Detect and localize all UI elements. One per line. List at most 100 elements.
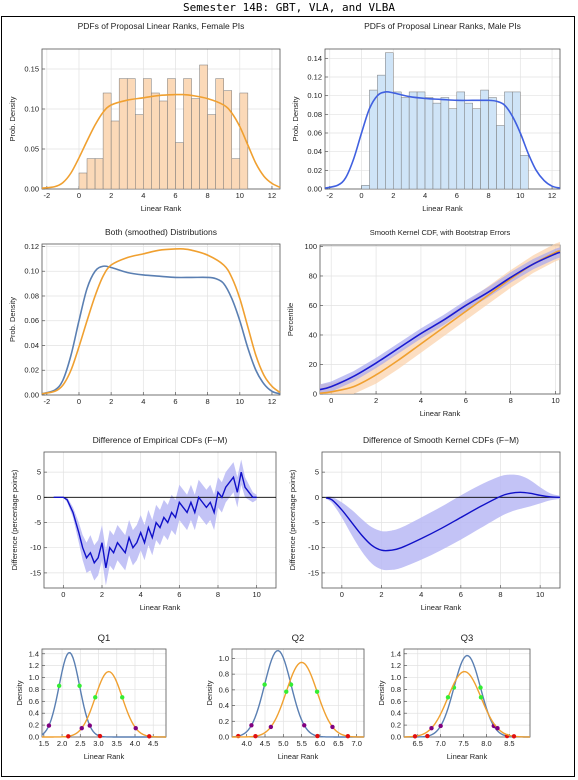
histogram-bar [135,114,144,190]
x-tick-label: 2 [374,396,378,405]
y-tick-label: 0.8 [29,685,39,694]
sigma-2-marker [46,723,52,728]
y-tick-label: 60 [309,301,317,310]
x-tick-label: 4 [419,590,423,599]
y-tick-label: 40 [309,330,317,339]
histogram-bar [199,64,208,190]
y-tick-label: -15 [308,568,319,577]
histogram-bar [167,78,176,190]
x-tick-label: 2 [109,397,113,406]
x-tick-label: 10 [536,590,544,599]
histogram-bar [472,108,481,190]
sigma-2-marker [268,724,274,730]
histogram-bar [393,91,402,190]
y-axis-label: Density [15,680,24,705]
y-tick-label: 0.4 [391,709,401,718]
y-tick-label: 0.00 [307,185,322,194]
x-tick-label: 2 [100,590,104,599]
x-tick-label: 2 [379,590,383,599]
histogram-bar [191,98,200,190]
y-tick-label: 0.8 [391,685,401,694]
y-axis-label: Prob. Density [8,96,17,141]
y-tick-label: 1.2 [391,661,401,670]
chart-title: Smooth Kernel CDF, with Bootstrap Errors [370,228,511,237]
sigma-3-marker [345,733,351,739]
y-axis-label: Percentile [286,303,295,336]
difference-line [53,471,257,568]
histogram-bar [215,78,224,190]
chart-title: PDFs of Proposal Linear Ranks, Male PIs [364,21,521,31]
y-tick-label: 5 [315,468,319,477]
histogram-bar [408,91,418,190]
chart-title: Both (smoothed) Distributions [105,227,217,237]
difference-line [325,491,561,552]
x-tick-label: 6.5 [413,739,423,748]
plot-frame [403,648,531,738]
sigma-2-marker [133,725,138,731]
sigma-3-marker [253,733,258,739]
y-axis-label: Prob. Density [8,297,17,342]
y-tick-label: 0.6 [219,685,229,694]
density-curve [324,90,561,189]
y-tick-label: -5 [312,518,319,527]
histogram-bar [448,108,458,190]
histogram-bar [110,120,120,190]
x-tick-label: 2 [109,191,113,200]
x-tick-label: 8 [216,590,220,599]
x-tick-label: 8 [206,191,210,200]
x-axis-label: Linear Rank [84,752,125,761]
page-title: Semester 14B: GBT, VLA, and VLBA [183,1,395,14]
y-tick-label: 0.2 [391,721,401,730]
y-tick-label: 0.00 [24,185,39,194]
y-tick-label: -10 [308,543,319,552]
y-axis-label: Difference (percentage points) [288,469,297,570]
x-tick-label: -2 [326,191,333,200]
sigma-3-marker [66,734,71,739]
sigma-1-marker [478,695,484,700]
histogram-bar [456,91,465,190]
x-tick-label: 4 [141,191,145,200]
histogram-bar [520,155,529,190]
histogram-bar [424,97,434,190]
histogram-bar [118,78,128,190]
x-tick-label: -2 [43,397,50,406]
x-axis-label: Linear Rank [447,752,488,761]
x-tick-label: 6 [464,396,468,405]
y-tick-label: 1.4 [29,649,39,658]
chart-title: Q2 [292,633,305,644]
y-tick-label: 0.08 [307,110,322,119]
sigma-2-marker [302,723,307,728]
x-tick-label: 5.0 [278,739,288,748]
histogram-bar [512,91,521,190]
x-tick-label: 7.0 [351,739,361,748]
histogram-bar [86,158,96,190]
x-tick-label: 3.5 [112,739,122,748]
y-tick-label: 0.04 [307,147,322,156]
x-axis-label: Linear Rank [421,603,462,612]
y-tick-label: 0.08 [24,291,39,300]
y-tick-label: 80 [309,271,317,280]
sigma-2-marker [495,725,500,731]
plot-frame [43,451,277,589]
x-tick-label: 3.0 [93,739,103,748]
plot-frame [319,244,561,395]
y-tick-label: 0.06 [307,129,322,138]
y-tick-label: 20 [309,360,317,369]
y-tick-label: 0 [313,390,317,399]
chart-title: Difference of Empirical CDFs (F−M) [93,435,228,445]
y-tick-label: -5 [34,518,41,527]
x-tick-label: 12 [268,397,276,406]
histogram-bar [432,102,442,190]
y-tick-label: 0.2 [219,717,229,726]
chart-title: PDFs of Proposal Linear Ranks, Female PI… [78,21,245,31]
x-tick-label: 0 [329,396,333,405]
histogram-bar [416,91,426,190]
y-tick-label: 1.0 [391,673,401,682]
sigma-3-marker [412,734,418,739]
x-tick-label: 4 [423,191,427,200]
y-tick-label: 100 [304,242,317,251]
x-tick-label: 5.5 [296,739,306,748]
x-tick-label: 7.0 [435,739,445,748]
histogram-bar [151,92,160,190]
y-tick-label: 1.0 [29,673,39,682]
